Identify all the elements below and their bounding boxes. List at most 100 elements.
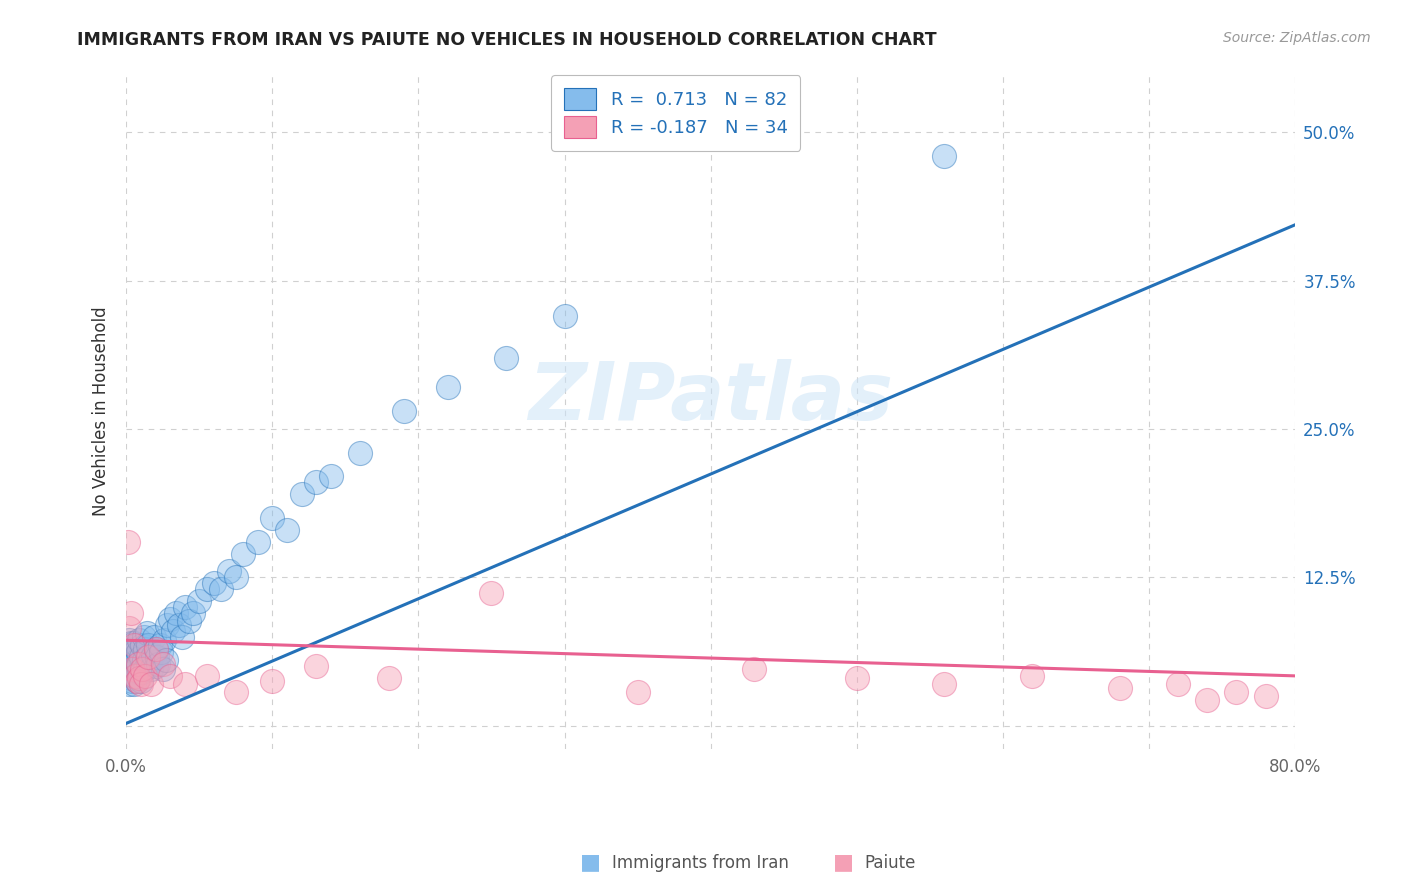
Point [195, 669, 218, 683]
Point [145, 641, 167, 656]
Point [626, 685, 648, 699]
Point [125, 673, 148, 688]
Point [121, 641, 143, 656]
Point [120, 671, 142, 685]
Point [122, 649, 145, 664]
Point [436, 380, 458, 394]
Text: Source: ZipAtlas.com: Source: ZipAtlas.com [1223, 31, 1371, 45]
Point [121, 653, 143, 667]
Point [1254, 689, 1277, 703]
Text: ■: ■ [581, 853, 600, 872]
Point [117, 534, 139, 549]
Point [118, 633, 141, 648]
Point [156, 617, 179, 632]
Point [136, 649, 159, 664]
Point [122, 669, 145, 683]
Point [149, 638, 172, 652]
Point [155, 653, 177, 667]
Point [218, 565, 240, 579]
Point [118, 648, 141, 662]
Point [934, 149, 956, 163]
Point [195, 582, 218, 597]
Point [378, 671, 401, 685]
Text: IMMIGRANTS FROM IRAN VS PAIUTE NO VEHICLES IN HOUSEHOLD CORRELATION CHART: IMMIGRANTS FROM IRAN VS PAIUTE NO VEHICL… [77, 31, 936, 49]
Point [225, 570, 247, 584]
Point [129, 673, 152, 688]
Point [152, 657, 174, 671]
Point [120, 645, 142, 659]
Point [262, 673, 284, 688]
Point [146, 649, 169, 664]
Legend: R =  0.713   N = 82, R = -0.187   N = 34: R = 0.713 N = 82, R = -0.187 N = 34 [551, 75, 800, 151]
Point [134, 641, 156, 656]
Text: Paiute: Paiute [865, 855, 917, 872]
Point [173, 600, 195, 615]
Point [132, 653, 155, 667]
Point [225, 685, 247, 699]
Point [129, 649, 152, 664]
Point [121, 662, 143, 676]
Point [139, 677, 162, 691]
Point [183, 606, 205, 620]
Point [125, 673, 148, 688]
Point [132, 630, 155, 644]
Point [744, 662, 766, 676]
Point [481, 586, 503, 600]
Point [118, 621, 141, 635]
Point [125, 653, 148, 667]
Point [262, 511, 284, 525]
Point [120, 635, 142, 649]
Point [118, 649, 141, 664]
Point [121, 659, 143, 673]
Point [209, 582, 232, 597]
Point [392, 404, 415, 418]
Point [934, 677, 956, 691]
Text: ZIPatlas: ZIPatlas [529, 359, 893, 437]
Point [139, 662, 162, 676]
Point [124, 669, 146, 683]
Point [1225, 685, 1247, 699]
Point [145, 641, 167, 656]
Point [152, 662, 174, 676]
Point [120, 606, 142, 620]
Point [159, 669, 181, 683]
Point [118, 677, 141, 691]
Point [134, 662, 156, 676]
Text: ■: ■ [834, 853, 853, 872]
Point [128, 665, 150, 680]
Point [124, 669, 146, 683]
Point [167, 617, 190, 632]
Point [124, 645, 146, 659]
Point [136, 638, 159, 652]
Point [128, 633, 150, 648]
Point [246, 534, 269, 549]
Point [135, 626, 157, 640]
Point [165, 606, 187, 620]
Point [122, 638, 145, 652]
Point [131, 665, 153, 680]
Point [136, 657, 159, 671]
Point [1167, 677, 1189, 691]
Point [1197, 692, 1219, 706]
Point [305, 659, 328, 673]
Point [120, 662, 142, 676]
Point [121, 673, 143, 688]
Point [188, 594, 211, 608]
Point [173, 677, 195, 691]
Point [134, 669, 156, 683]
Point [150, 645, 173, 659]
Point [129, 677, 152, 691]
Point [202, 576, 225, 591]
Point [127, 657, 149, 671]
Point [305, 475, 328, 490]
Y-axis label: No Vehicles in Household: No Vehicles in Household [93, 306, 110, 516]
Point [127, 645, 149, 659]
Point [845, 671, 868, 685]
Point [232, 547, 254, 561]
Point [148, 657, 170, 671]
Point [495, 351, 517, 365]
Point [143, 630, 166, 644]
Point [276, 523, 298, 537]
Point [179, 614, 201, 628]
Point [117, 641, 139, 656]
